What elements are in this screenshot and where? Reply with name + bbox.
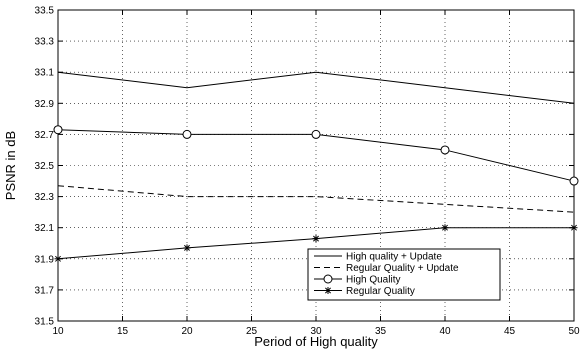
y-tick-label: 31.7 [35, 285, 55, 296]
series-2-point [440, 145, 450, 155]
series-3-point [54, 255, 62, 263]
y-tick-label: 33.5 [35, 6, 55, 17]
series-2-point [53, 125, 63, 135]
x-tick-label: 35 [375, 326, 387, 337]
y-tick-label: 32.9 [35, 99, 55, 110]
y-tick-label: 31.5 [35, 317, 55, 328]
y-tick-label: 32.3 [35, 192, 55, 203]
series-3-point [441, 224, 449, 232]
y-tick-label: 32.7 [35, 130, 55, 141]
y-tick-label: 32.5 [35, 161, 55, 172]
legend-marker-2 [323, 274, 333, 284]
series-3-point [570, 224, 578, 232]
series-3-point [183, 244, 191, 252]
series-3-point [312, 235, 320, 243]
x-axis-label: Period of High quality [254, 334, 378, 349]
y-tick-label: 31.9 [35, 254, 55, 265]
x-tick-label: 15 [117, 326, 129, 337]
series-2-point [569, 176, 579, 186]
y-axis-label: PSNR in dB [3, 131, 18, 200]
y-tick-label: 32.1 [35, 223, 55, 234]
x-tick-label: 45 [504, 326, 516, 337]
y-tick-label: 33.1 [35, 68, 55, 79]
legend-box [307, 248, 501, 301]
legend-entry-label: Regular Quality [346, 286, 415, 297]
x-tick-label: 50 [568, 326, 580, 337]
data-series [53, 71, 579, 263]
x-tick-label: 25 [246, 326, 258, 337]
y-tick-label: 33.3 [35, 37, 55, 48]
axis-ticks: 10 15 20 25 30 35 40 45 50 31.5 31.7 31.9 32.1 32.3 32… [35, 6, 580, 338]
legend-entry-label: Regular Quality + Update [346, 263, 459, 274]
x-tick-label: 40 [439, 326, 451, 337]
series-line-1 [57, 185, 575, 213]
x-tick-label: 20 [181, 326, 193, 337]
legend-marker-3 [324, 287, 332, 294]
series-2-point [182, 129, 192, 139]
x-tick-label: 30 [310, 326, 322, 337]
series-2-point [311, 129, 321, 139]
series-line-0 [57, 71, 575, 104]
legend-entry-label: High Quality [346, 275, 400, 286]
x-tick-label: 10 [52, 326, 64, 337]
legend-entry-label: High quality + Update [346, 252, 442, 263]
